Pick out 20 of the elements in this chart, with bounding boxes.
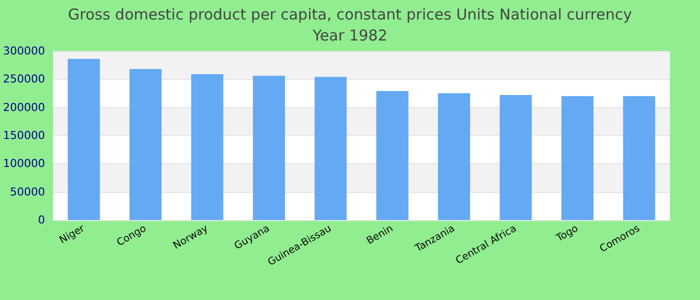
bar [500, 94, 532, 220]
bar [561, 96, 594, 220]
bar [130, 69, 162, 220]
bar [376, 90, 408, 220]
y-tick-label: 100000 [2, 157, 45, 170]
chart-title: Gross domestic product per capita, constant prices Units National currency [68, 6, 632, 24]
y-tick-label: 300000 [2, 44, 45, 58]
y-tick-label: 200000 [2, 100, 45, 114]
x-tick-label: Togo [554, 223, 580, 245]
chart-subtitle: Year 1982 [312, 26, 388, 44]
y-tick-label: 0 [38, 214, 45, 226]
y-tick-label: 50000 [10, 185, 45, 198]
bar [314, 76, 347, 220]
y-tick-label: 250000 [2, 72, 45, 86]
bar [191, 74, 224, 220]
y-tick-label: 150000 [2, 129, 45, 142]
bar [438, 93, 470, 220]
bar [623, 96, 656, 220]
bar [68, 58, 100, 220]
bar [252, 76, 285, 220]
